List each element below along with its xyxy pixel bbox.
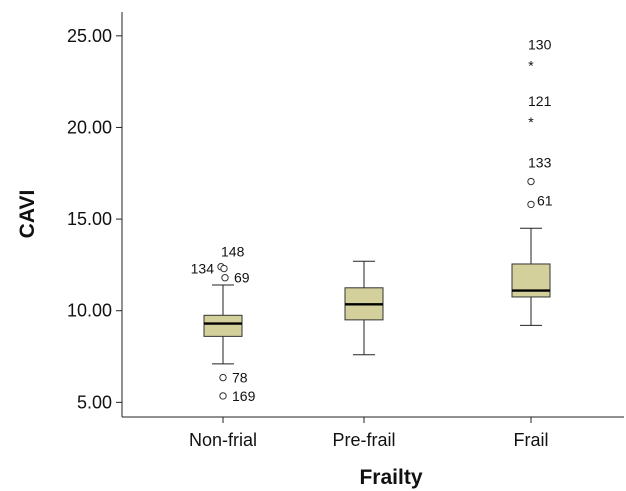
outlier-circle xyxy=(219,392,227,400)
box-frail: * 130 * 121 133 61 xyxy=(511,36,553,326)
y-tick-label: 25.00 xyxy=(67,26,112,46)
outlier-label: 130 xyxy=(528,36,552,52)
y-tick-label: 10.00 xyxy=(67,301,112,321)
outlier-circle xyxy=(527,200,535,209)
outlier-star: * xyxy=(528,114,534,130)
iqr-box xyxy=(203,314,243,337)
y-axis-title: CAVI xyxy=(16,190,39,239)
y-tick-label: 5.00 xyxy=(77,392,112,412)
box-non-frial: 148 134 69 78 169 xyxy=(191,244,256,404)
outlier-star: * xyxy=(528,57,534,73)
outlier-label: 133 xyxy=(528,155,552,171)
plot-frame xyxy=(121,12,624,418)
outlier-circle xyxy=(527,177,535,186)
y-tick-label: 20.00 xyxy=(67,117,112,137)
boxes: 148 134 69 78 169 * 130 * 121 133 61 xyxy=(191,36,553,404)
x-tick-label: Non-frial xyxy=(189,430,257,450)
iqr-box xyxy=(511,263,551,298)
y-tick-label: 15.00 xyxy=(67,209,112,229)
x-axis-title: Frailty xyxy=(359,466,422,489)
outlier-label: 78 xyxy=(232,370,248,386)
outlier-circle xyxy=(220,264,228,273)
x-tick-label: Pre-frail xyxy=(332,430,395,450)
outlier-label: 169 xyxy=(232,388,256,404)
y-ticks: 5.00 10.00 15.00 20.00 25.00 xyxy=(67,26,122,412)
box-pre-frail xyxy=(344,260,384,356)
x-tick-label: Frail xyxy=(514,430,549,450)
outlier-label: 121 xyxy=(528,93,552,109)
outlier-label: 148 xyxy=(221,244,245,260)
outlier-label: 61 xyxy=(537,192,553,208)
outlier-label: 69 xyxy=(234,270,250,286)
outlier-circle xyxy=(221,274,229,282)
outlier-label: 134 xyxy=(191,261,215,277)
outlier-circle xyxy=(219,373,227,382)
x-ticks: Non-frial Pre-frail Frail xyxy=(189,417,549,450)
